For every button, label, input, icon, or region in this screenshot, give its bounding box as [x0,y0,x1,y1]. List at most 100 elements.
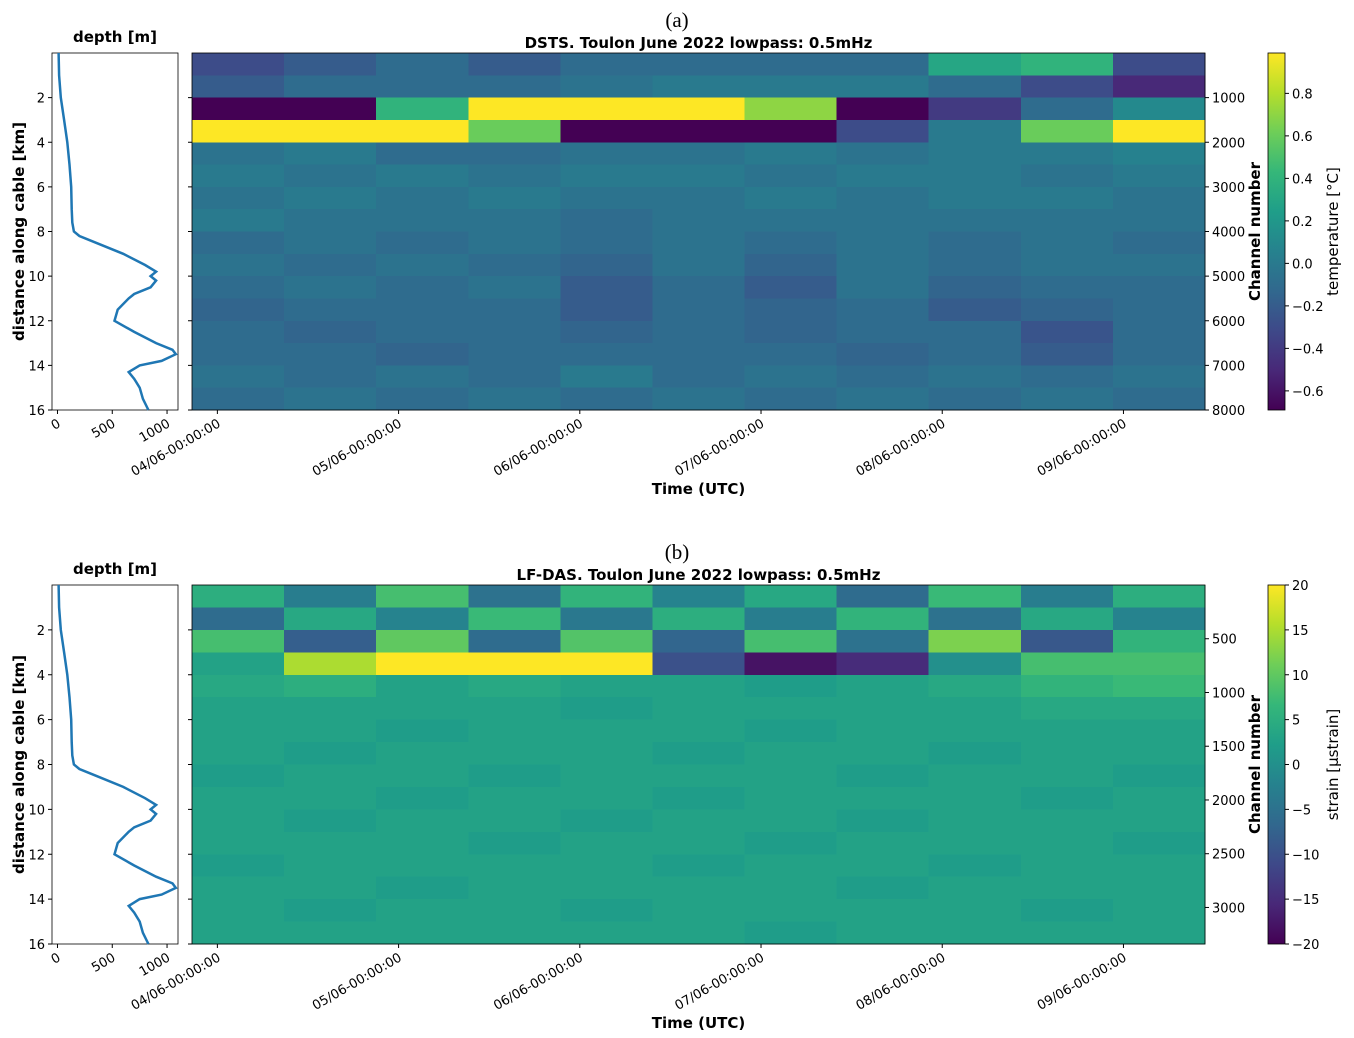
y2-axis-label: Channel number [1246,161,1264,301]
heatmap-cell [1112,697,1206,721]
heatmap-cell [376,320,469,344]
heatmap-cell [1112,809,1206,833]
heatmap-cell [1112,387,1206,411]
heatmap-cell [836,320,930,344]
heatmap-cell [1020,75,1114,99]
heatmap-cell [376,831,469,855]
heatmap-cell [376,921,469,945]
heatmap-cell [744,652,838,676]
heatmap-cell [468,343,561,366]
heatmap-cell [284,231,377,255]
heatmap-cell [560,899,653,923]
x-tick-label: 0 [49,950,64,967]
heatmap-cell [376,387,469,411]
heatmap-cell [1020,899,1114,923]
heatmap-cell [928,585,1022,608]
heatmap-cell [560,365,653,389]
heatmap-cell [744,831,838,855]
heatmap-cell [928,365,1022,389]
colorbar-tick-label: −20 [1292,938,1319,953]
x-tick-label: 06/06-00:00:00 [491,950,586,1013]
heatmap-cell [468,75,561,99]
heatmap-cell [652,209,746,232]
heatmap-cell [560,343,653,366]
heatmap-cell [560,697,653,721]
colorbar-tick-label: −0.4 [1292,342,1324,357]
heatmap-cell [1112,75,1206,99]
heatmap-cell [1020,97,1114,121]
heatmap-cell [284,921,377,945]
heatmap-cell [376,876,469,900]
panel-label: (b) [665,540,690,564]
colorbar-tick-label: 20 [1292,579,1309,594]
heatmap-cell [468,652,561,676]
heatmap-cell [560,298,653,322]
heatmap-cell [468,186,561,210]
y2-tick-label: 3000 [1212,901,1245,916]
heatmap-cell [836,786,930,810]
heatmap-cell [468,831,561,855]
colorbar [1267,584,1286,945]
heatmap-cell [376,607,469,631]
heatmap-cell [652,831,746,855]
y-tick-label: 14 [28,359,45,374]
heatmap-cell [284,53,377,76]
heatmap-cell [1020,786,1114,810]
heatmap-cell [744,97,838,121]
heatmap-cell [744,921,838,945]
heatmap-cell [468,119,561,143]
heatmap-cell [192,607,285,631]
x-tick-label: 1000 [137,950,173,980]
heatmap-cell [836,276,930,299]
x-tick-label: 09/06-00:00:00 [1035,416,1130,479]
x-tick-label: 06/06-00:00:00 [491,416,586,479]
y-tick-label: 2 [37,92,45,107]
heatmap-cell [652,320,746,344]
heatmap-cell [468,607,561,631]
heatmap-cell [1020,719,1114,743]
heatmap-cell [836,53,930,76]
heatmap-cell [744,209,838,232]
heatmap-cell [652,629,746,653]
heatmap-cell [836,186,930,210]
heatmap-cell [376,209,469,232]
heatmap-cell [560,142,653,166]
heatmap-cell [652,164,746,188]
heatmap-cell [1112,652,1206,676]
heatmap-cell [928,899,1022,923]
heatmap-cell [1112,343,1206,366]
heatmap-cell [928,809,1022,833]
heatmap-cell [652,253,746,277]
heatmap-cell [836,298,930,322]
heatmap-cell [468,697,561,721]
heatmap-cell [836,387,930,411]
heatmap-cell [284,652,377,676]
heatmap-cell [192,585,285,608]
heatmap-cell [192,674,285,698]
heatmap-cell [192,253,285,277]
x-tick-label: 07/06-00:00:00 [672,416,767,479]
heatmap-cell [928,719,1022,743]
heatmap-cell [376,75,469,99]
heatmap-cell [284,276,377,299]
heatmap-cell [928,75,1022,99]
heatmap-cell [836,253,930,277]
heatmap-cell [560,387,653,411]
heatmap-cell [1020,742,1114,765]
heatmap-cell [1112,186,1206,210]
heatmap-cell [468,719,561,743]
y2-tick-label: 1000 [1212,686,1245,701]
y-tick-label: 14 [28,893,45,908]
heatmap-cell [652,899,746,923]
heatmap-cell [192,209,285,232]
y-tick-label: 8 [37,759,45,774]
heatmap-cell [836,164,930,188]
heatmap-cell [928,674,1022,698]
heatmap-cell [192,365,285,389]
colorbar-tick-label: 0 [1292,759,1300,774]
heatmap-cell [1112,629,1206,653]
heatmap-cell [468,809,561,833]
heatmap-cell [744,276,838,299]
heatmap-cell [744,809,838,833]
heatmap-cell [652,119,746,143]
